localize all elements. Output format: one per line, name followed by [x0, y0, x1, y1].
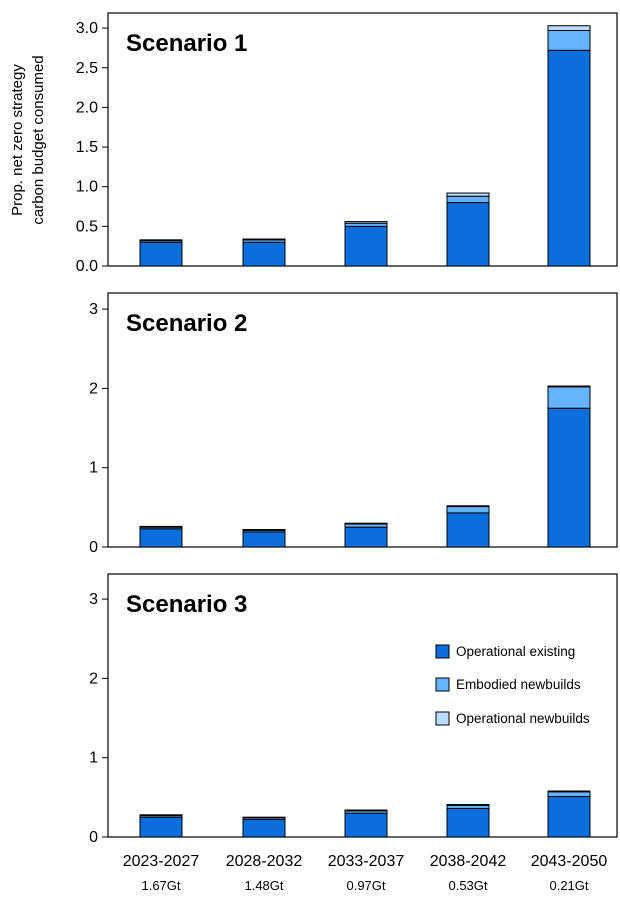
- y-tick-label: 3: [89, 301, 98, 318]
- legend: Operational existing Embodied newbuilds Op…: [435, 644, 590, 726]
- legend-label: Operational newbuilds: [456, 711, 590, 726]
- y-tick-label: 2.0: [76, 99, 98, 116]
- bar-segment-embodied-newbuilds: [547, 386, 591, 409]
- bar-segment-embodied-newbuilds: [547, 29, 591, 51]
- panel-scenario-2: 0 1 2 3 Scenario 2: [89, 292, 618, 556]
- x-tick-label: 2023-2027: [123, 853, 200, 870]
- panel-title: Scenario 3: [126, 591, 247, 618]
- budget-label: 0.53Gt: [448, 878, 487, 893]
- panel-title: Scenario 1: [126, 30, 247, 57]
- x-tick-label: 2033-2037: [328, 853, 405, 870]
- bar-segment-operational-existing: [242, 241, 286, 267]
- legend-label: Embodied newbuilds: [456, 677, 581, 692]
- y-tick-label: 1: [89, 460, 98, 477]
- bar-segment-operational-newbuilds: [344, 809, 388, 812]
- budget-label: 0.97Gt: [346, 878, 385, 893]
- x-axis-labels: 2023-2027 1.67Gt 2028-2032 1.48Gt 2033-2037 0…: [123, 853, 608, 893]
- x-tick-label: 2038-2042: [430, 853, 507, 870]
- bar-segment-operational-newbuilds: [344, 522, 388, 525]
- bar-segment-operational-newbuilds: [547, 385, 591, 388]
- bar-segment-operational-existing: [344, 225, 388, 267]
- y-tick-label: 1.5: [76, 139, 98, 156]
- y-tick-label: 3.0: [76, 20, 98, 37]
- y-tick-label: 1: [89, 750, 98, 767]
- legend-swatch: [435, 644, 450, 659]
- bar-segment-operational-newbuilds: [242, 529, 286, 531]
- bar-segment-operational-existing: [547, 796, 591, 838]
- y-tick-label: 0: [89, 829, 98, 846]
- legend-swatch: [435, 711, 450, 726]
- budget-label: 1.67Gt: [141, 878, 180, 893]
- bar-segment-operational-newbuilds: [547, 790, 591, 793]
- bar-segment-operational-newbuilds: [344, 221, 388, 224]
- bar-segment-embodied-newbuilds: [446, 506, 490, 514]
- panel-scenario-3: 0 1 2 3 Scenario 3: [89, 573, 618, 846]
- x-tick-label: 2043-2050: [531, 853, 608, 870]
- bar-segment-embodied-newbuilds: [446, 195, 490, 204]
- budget-label: 0.21Gt: [549, 878, 588, 893]
- y-tick-label: 2.5: [76, 60, 98, 77]
- bar-segment-operational-newbuilds: [242, 816, 286, 819]
- legend-swatch: [435, 677, 450, 692]
- bar-segment-operational-existing: [139, 241, 183, 267]
- bar-segment-operational-existing: [139, 528, 183, 548]
- y-axis-label-line2: carbon budget consumed: [30, 55, 47, 224]
- bar-segment-operational-newbuilds: [446, 192, 490, 197]
- panel-frame: [107, 292, 618, 548]
- y-tick-label: 0.0: [76, 258, 98, 275]
- panel-scenario-1: 0.0 0.5 1.0 1.5 2.0 2.5 3.0 Scenario 1: [76, 12, 618, 275]
- panel-title: Scenario 2: [126, 310, 247, 337]
- y-tick-label: 1.0: [76, 179, 98, 196]
- bar-segment-operational-existing: [344, 812, 388, 838]
- y-tick-label: 0.5: [76, 218, 98, 235]
- y-tick-label: 3: [89, 591, 98, 608]
- bar-segment-operational-existing: [446, 807, 490, 838]
- y-tick-label: 0: [89, 539, 98, 556]
- bar-segment-operational-newbuilds: [242, 238, 286, 241]
- panels: 0.0 0.5 1.0 1.5 2.0 2.5 3.0 Scenario 1 0 1 2 3 Scena…: [76, 12, 618, 846]
- bar-segment-operational-existing: [547, 407, 591, 548]
- y-tick-label: 2: [89, 670, 98, 687]
- y-axis-label-line1: Prop. net zero strategy: [9, 64, 26, 216]
- bar-segment-embodied-newbuilds: [547, 791, 591, 798]
- budget-label: 1.48Gt: [244, 878, 283, 893]
- legend-label: Operational existing: [456, 644, 575, 659]
- panel-frame: [107, 573, 618, 838]
- bar-segment-operational-newbuilds: [139, 525, 183, 528]
- bar-segment-operational-existing: [139, 816, 183, 838]
- bar-segment-operational-existing: [242, 531, 286, 548]
- bar-segment-operational-newbuilds: [446, 803, 490, 806]
- x-tick-label: 2028-2032: [226, 853, 303, 870]
- bar-segment-operational-existing: [446, 512, 490, 548]
- bar-segment-operational-newbuilds: [547, 25, 591, 31]
- y-tick-label: 2: [89, 380, 98, 397]
- bar-segment-operational-newbuilds: [139, 814, 183, 817]
- bar-segment-operational-newbuilds: [446, 505, 490, 508]
- bar-segment-operational-newbuilds: [139, 239, 183, 242]
- bar-segment-operational-existing: [547, 49, 591, 267]
- bar-segment-operational-existing: [344, 526, 388, 548]
- bar-segment-operational-existing: [242, 819, 286, 838]
- bar-segment-operational-existing: [446, 202, 490, 267]
